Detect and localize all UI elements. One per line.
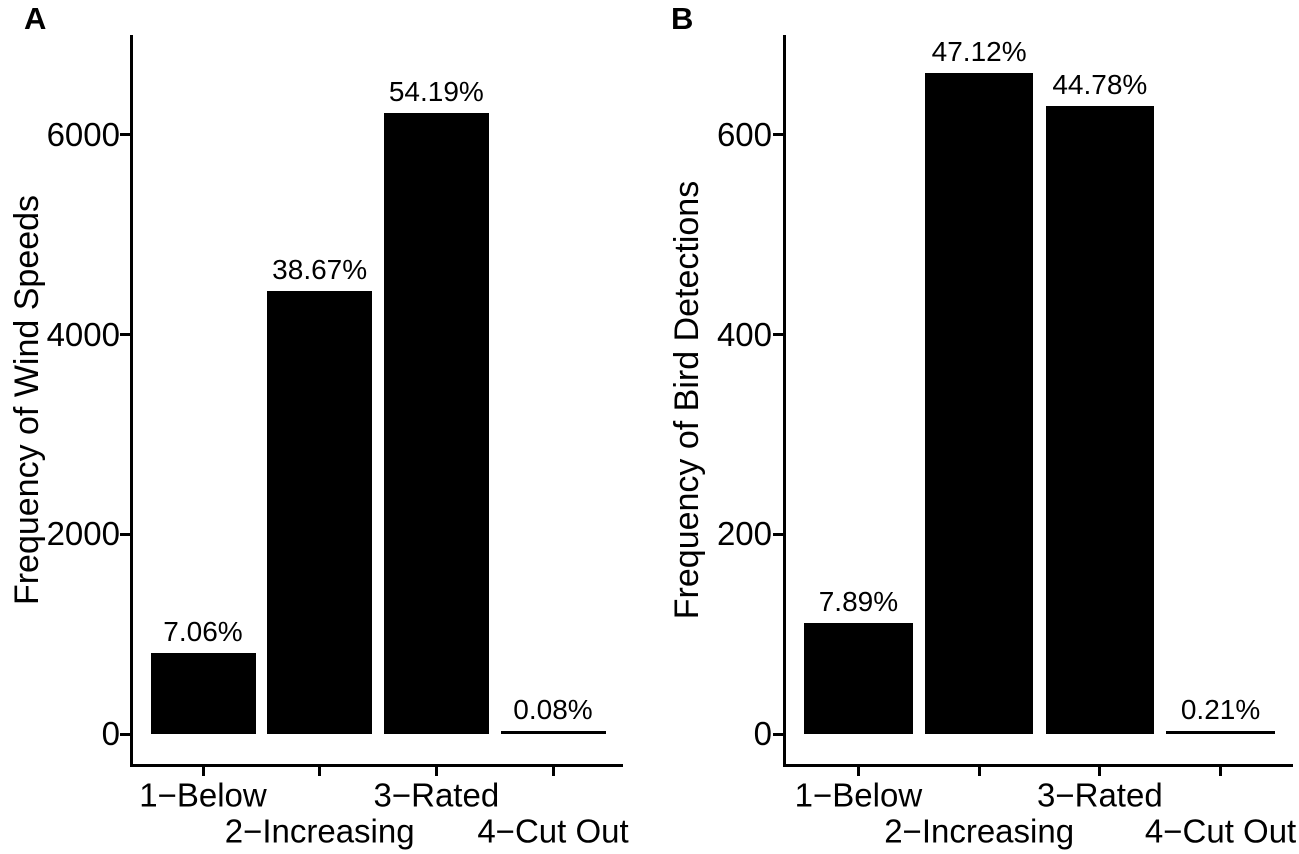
y-tick-label: 400	[716, 315, 772, 353]
y-tick-mark	[773, 732, 783, 736]
y-tick-label: 2000	[46, 515, 120, 553]
bar-3	[383, 112, 489, 734]
y-tick-label: 0	[101, 714, 120, 752]
bar-value-label: 38.67%	[272, 253, 368, 285]
bar-value-label: 0.08%	[513, 694, 593, 725]
y-tick-mark	[773, 333, 783, 337]
y-axis-title: Frequency of Wind Speeds	[8, 194, 46, 605]
x-category-label: 2−Increasing	[224, 812, 415, 850]
x-category-label: 2−Increasing	[884, 812, 1075, 850]
x-category-label: 3−Rated	[1037, 776, 1163, 814]
x-category-label: 4−Cut Out	[1144, 812, 1297, 850]
bar-3	[1045, 105, 1155, 734]
bar-2	[924, 72, 1034, 734]
bar-4	[1166, 731, 1275, 734]
bar-value-label: 7.89%	[818, 586, 899, 618]
bar-value-label: 54.19%	[388, 75, 484, 107]
bar-1	[804, 623, 913, 734]
y-axis-title: Frequency of Bird Detections	[668, 180, 706, 619]
x-category-label: 1−Below	[794, 776, 923, 814]
panel-letter-A: A	[24, 1, 47, 36]
y-axis-line	[130, 35, 133, 767]
x-tick-mark	[977, 767, 981, 776]
y-tick-label: 600	[716, 115, 772, 153]
y-axis-line	[783, 35, 786, 767]
y-tick-mark	[120, 732, 130, 736]
x-category-label: 1−Below	[139, 776, 267, 814]
y-tick-mark	[773, 532, 783, 536]
y-tick-label: 0	[753, 714, 772, 752]
x-axis-line	[783, 764, 1293, 767]
x-tick-mark	[318, 767, 322, 776]
y-tick-mark	[120, 532, 130, 536]
x-tick-mark	[434, 767, 438, 776]
x-tick-mark	[1098, 767, 1102, 776]
x-category-label: 4−Cut Out	[477, 812, 629, 850]
y-tick-label: 6000	[46, 115, 120, 153]
bar-value-label: 0.21%	[1180, 694, 1261, 725]
bar-value-label: 7.06%	[163, 616, 243, 648]
x-tick-mark	[201, 767, 205, 776]
y-tick-mark	[773, 133, 783, 137]
y-tick-label: 4000	[46, 315, 120, 353]
x-tick-mark	[1219, 767, 1223, 776]
x-axis-line	[130, 764, 623, 767]
x-tick-mark	[551, 767, 555, 776]
bar-value-label: 47.12%	[931, 35, 1027, 67]
y-tick-label: 200	[716, 515, 772, 553]
bar-4	[500, 731, 606, 734]
panel-letter-B: B	[671, 1, 694, 36]
bar-2	[267, 290, 373, 734]
bar-value-label: 44.78%	[1052, 68, 1148, 100]
x-category-label: 3−Rated	[373, 776, 500, 814]
bar-1	[150, 653, 256, 734]
y-tick-mark	[120, 333, 130, 337]
y-tick-mark	[120, 133, 130, 137]
x-tick-mark	[856, 767, 860, 776]
